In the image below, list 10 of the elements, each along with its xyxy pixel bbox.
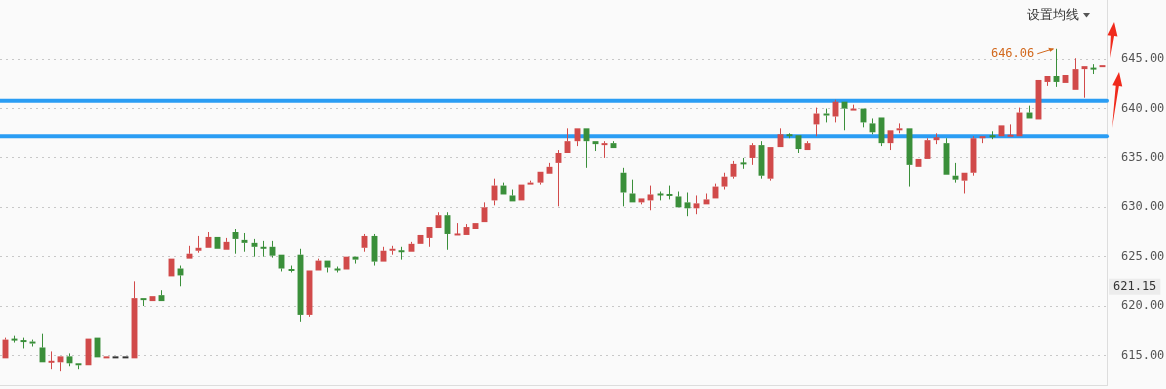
y-tick-label: 615.00 <box>1121 347 1165 362</box>
y-tick-label: 645.00 <box>1121 51 1165 66</box>
y-tick-label: 635.00 <box>1121 150 1165 165</box>
text: 621.15 <box>1113 278 1157 293</box>
y-tick-label: 630.00 <box>1121 199 1165 214</box>
y-tick-label: 625.00 <box>1121 248 1165 263</box>
y-tick-label: 620.00 <box>1121 298 1165 313</box>
annotation: 设置均线 <box>1027 6 1079 24</box>
annotation: 646.06 <box>990 45 1035 60</box>
y-tick-label: 640.00 <box>1121 100 1165 115</box>
